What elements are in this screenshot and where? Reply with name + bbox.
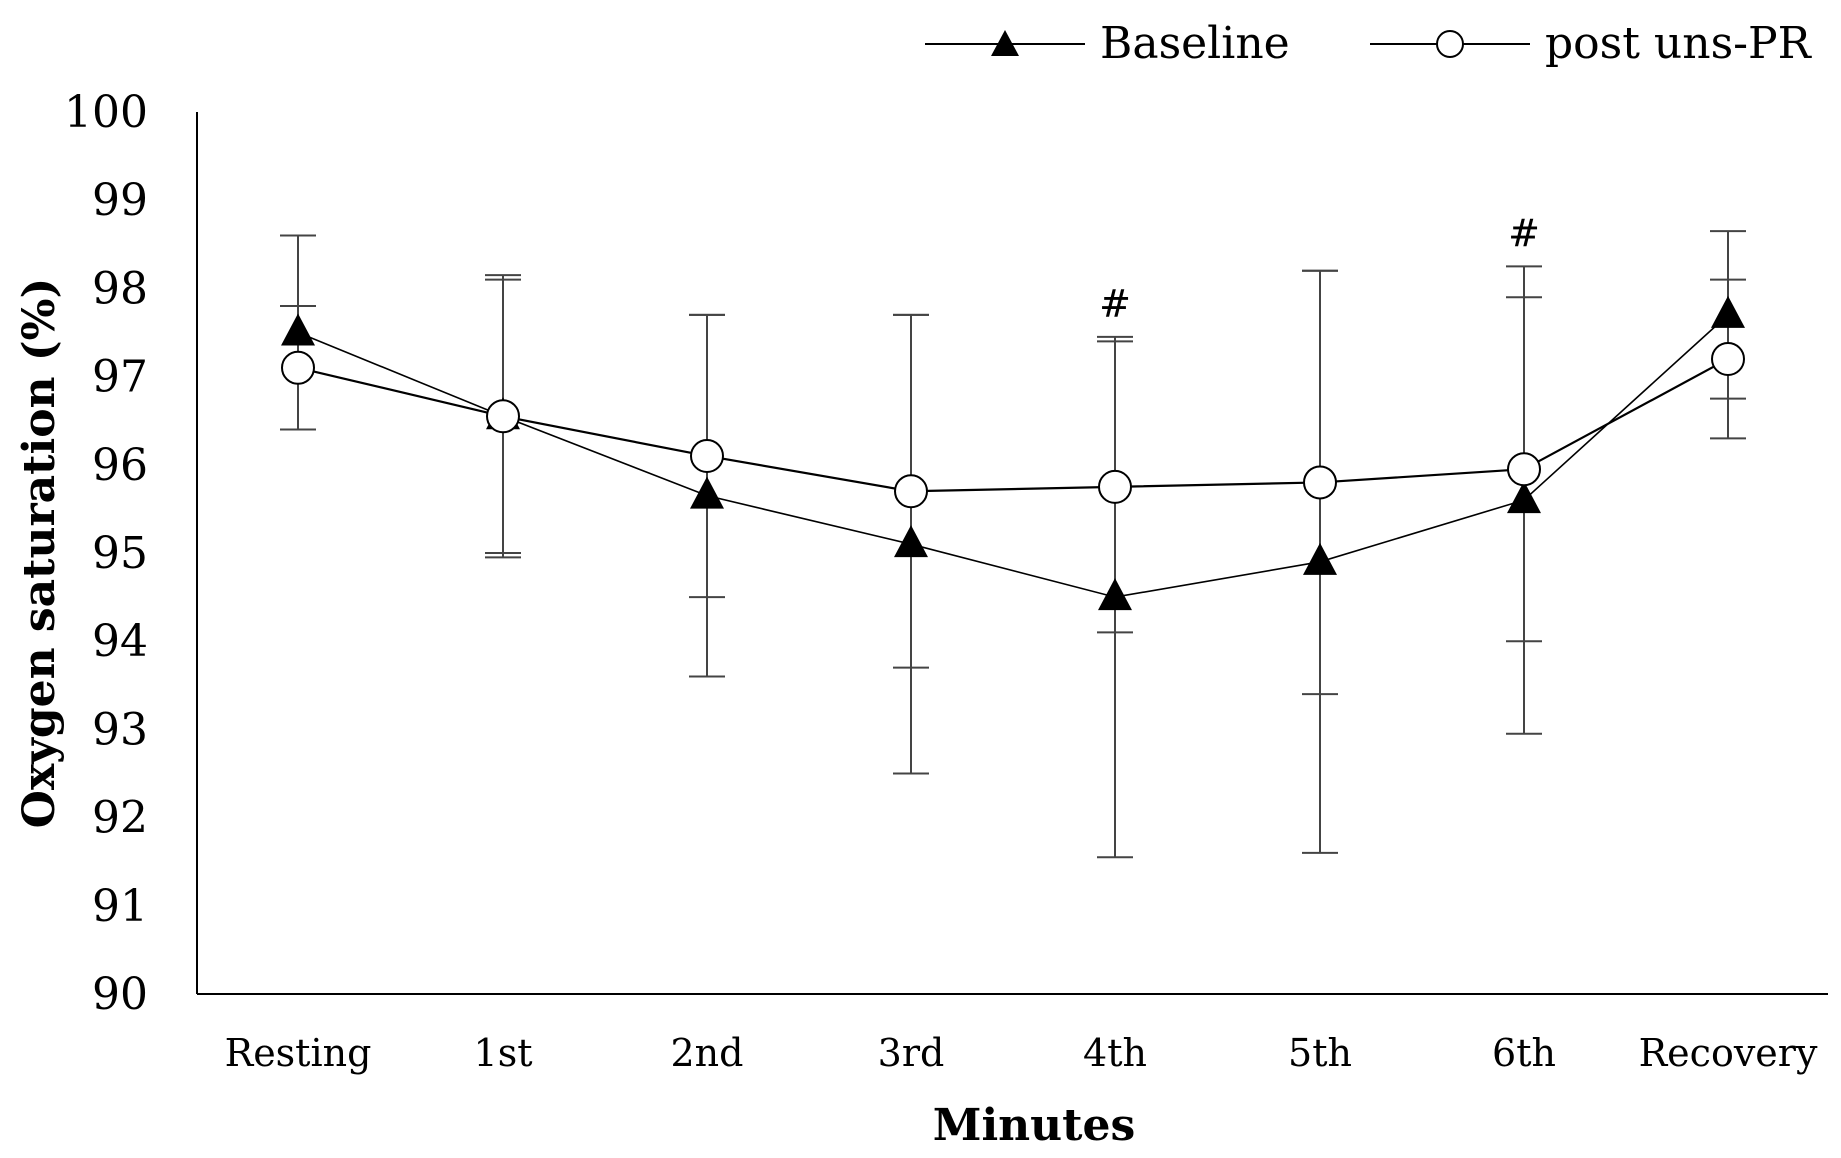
legend-marker-post-uns-pr xyxy=(1436,30,1464,58)
post-uns-pr-point xyxy=(486,399,520,434)
y-tick-labels: 90 91 92 93 94 95 96 97 98 99 100 xyxy=(64,87,148,1020)
y-tick-label: 92 xyxy=(92,793,148,844)
legend-item-post-uns-pr: post uns-PR xyxy=(1370,18,1813,69)
y-tick-label: 95 xyxy=(92,528,148,579)
x-category-label: 5th xyxy=(1288,1031,1352,1075)
y-tick-label: 96 xyxy=(92,440,148,491)
baseline-point xyxy=(1711,295,1745,328)
post-uns-pr-point xyxy=(1711,341,1745,376)
legend-label-post-uns-pr: post uns-PR xyxy=(1545,18,1813,69)
baseline-point xyxy=(690,476,724,509)
x-category-label: Resting xyxy=(225,1031,372,1075)
x-axis-title: Minutes xyxy=(933,1100,1136,1151)
series-line-post-uns-pr xyxy=(297,357,1729,493)
y-tick-label: 100 xyxy=(64,87,148,138)
significance-marker: # xyxy=(1508,211,1540,255)
y-tick-label: 93 xyxy=(92,704,148,755)
post-uns-pr-point xyxy=(1507,452,1541,487)
y-tick-label: 94 xyxy=(92,616,148,667)
post-uns-pr-point xyxy=(281,350,315,385)
significance-marker: # xyxy=(1099,282,1131,326)
legend: Baseline post uns-PR xyxy=(925,18,1813,69)
x-tick-labels: Resting 1st 2nd 3rd 4th 5th 6th Recovery xyxy=(225,1031,1818,1075)
x-category-label: 3rd xyxy=(878,1031,945,1075)
annotations: ## xyxy=(1099,211,1540,326)
error-bars xyxy=(280,230,1746,859)
post-uns-pr-point xyxy=(1303,465,1337,500)
series-lines xyxy=(297,314,1729,598)
baseline-point xyxy=(1507,481,1541,514)
series-line-baseline xyxy=(297,314,1729,598)
series-markers xyxy=(281,295,1745,611)
baseline-point xyxy=(281,313,315,346)
legend-marker-baseline xyxy=(991,30,1019,56)
y-tick-label: 97 xyxy=(92,352,148,403)
post-uns-pr-point xyxy=(690,438,724,473)
post-uns-pr-point xyxy=(1098,469,1132,504)
x-category-label: 6th xyxy=(1492,1031,1556,1075)
y-axis-title: Oxygen saturation (%) xyxy=(14,278,65,829)
y-tick-label: 98 xyxy=(92,263,148,314)
x-category-label: 2nd xyxy=(671,1031,744,1075)
y-tick-label: 91 xyxy=(92,881,148,932)
x-category-label: 4th xyxy=(1083,1031,1147,1075)
x-category-label: 1st xyxy=(474,1031,533,1075)
legend-item-baseline: Baseline xyxy=(925,18,1290,69)
baseline-point xyxy=(894,525,928,558)
baseline-point xyxy=(1303,542,1337,575)
post-uns-pr-point xyxy=(894,474,928,509)
y-tick-label: 90 xyxy=(92,969,148,1020)
x-category-label: Recovery xyxy=(1639,1031,1818,1075)
y-tick-label: 99 xyxy=(92,175,148,226)
legend-label-baseline: Baseline xyxy=(1100,18,1290,69)
baseline-point xyxy=(1098,578,1132,611)
